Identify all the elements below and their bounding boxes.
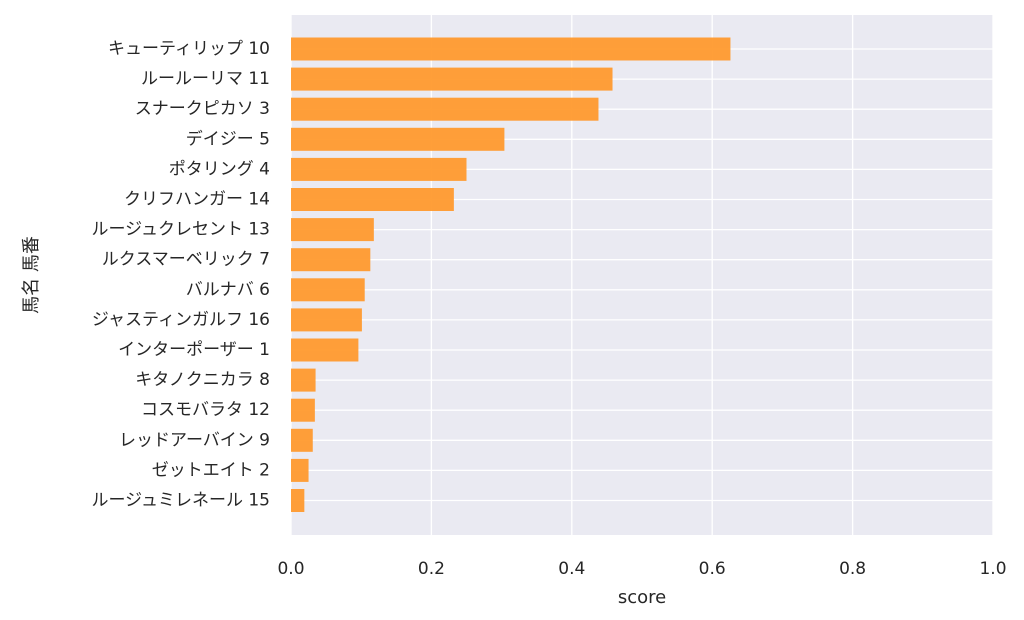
y-tick-label: ルージュミレネール 15 bbox=[91, 491, 270, 511]
y-tick-label: ルールーリマ 11 bbox=[141, 69, 270, 89]
bar bbox=[291, 458, 309, 482]
bar bbox=[291, 398, 315, 422]
y-tick-label: コスモバラタ 12 bbox=[141, 400, 270, 420]
x-tick-label: 0.2 bbox=[418, 559, 445, 579]
y-tick-label: キューティリップ 10 bbox=[108, 39, 270, 59]
y-tick-label: デイジー 5 bbox=[186, 128, 270, 149]
y-tick-label: ルクスマーベリック 7 bbox=[102, 250, 270, 270]
bars bbox=[291, 37, 731, 512]
y-tick-label: クリフハンガー 14 bbox=[124, 190, 270, 210]
bar bbox=[291, 218, 374, 242]
bar bbox=[291, 428, 313, 452]
bar bbox=[291, 368, 316, 392]
y-tick-label: スナークピカソ 3 bbox=[135, 99, 270, 119]
plot-area bbox=[291, 15, 993, 535]
y-tick-label: レッドアーバイン 9 bbox=[119, 430, 270, 450]
y-tick-label: インターポーザー 1 bbox=[118, 340, 270, 360]
bar bbox=[291, 278, 365, 302]
bar bbox=[291, 308, 362, 332]
y-tick-label: ポタリング 4 bbox=[169, 159, 270, 179]
bar bbox=[291, 489, 305, 512]
x-tick-label: 0.8 bbox=[839, 559, 866, 579]
bar bbox=[291, 188, 454, 211]
x-tick-label: 0.6 bbox=[699, 559, 726, 579]
bar bbox=[291, 37, 731, 61]
y-tick-label: ルージュクレセント 13 bbox=[91, 220, 270, 240]
y-tick-label: キタノクニカラ 8 bbox=[135, 370, 270, 390]
x-axis-label: score bbox=[618, 587, 666, 608]
bar bbox=[291, 127, 505, 151]
x-tick-labels: 0.0 0.2 0.4 0.6 0.8 1.0 bbox=[277, 559, 1006, 579]
y-axis-label: 馬名 馬番 bbox=[21, 236, 42, 314]
y-tick-labels: キューティリップ 10 ルールーリマ 11 スナークピカソ 3 デイジー 5 ポタリング… bbox=[91, 39, 270, 511]
bar bbox=[291, 248, 371, 272]
x-tick-label: 1.0 bbox=[979, 559, 1006, 579]
y-tick-label: バルナバ 6 bbox=[186, 280, 270, 300]
y-tick-label: ジャスティンガルフ 16 bbox=[92, 310, 270, 330]
y-tick-label: ゼットエイト 2 bbox=[152, 460, 270, 480]
x-tick-label: 0.0 bbox=[277, 559, 304, 579]
bar bbox=[291, 338, 359, 362]
bar bbox=[291, 157, 467, 181]
x-tick-label: 0.4 bbox=[558, 559, 585, 579]
bar bbox=[291, 67, 613, 91]
bar bbox=[291, 97, 599, 121]
